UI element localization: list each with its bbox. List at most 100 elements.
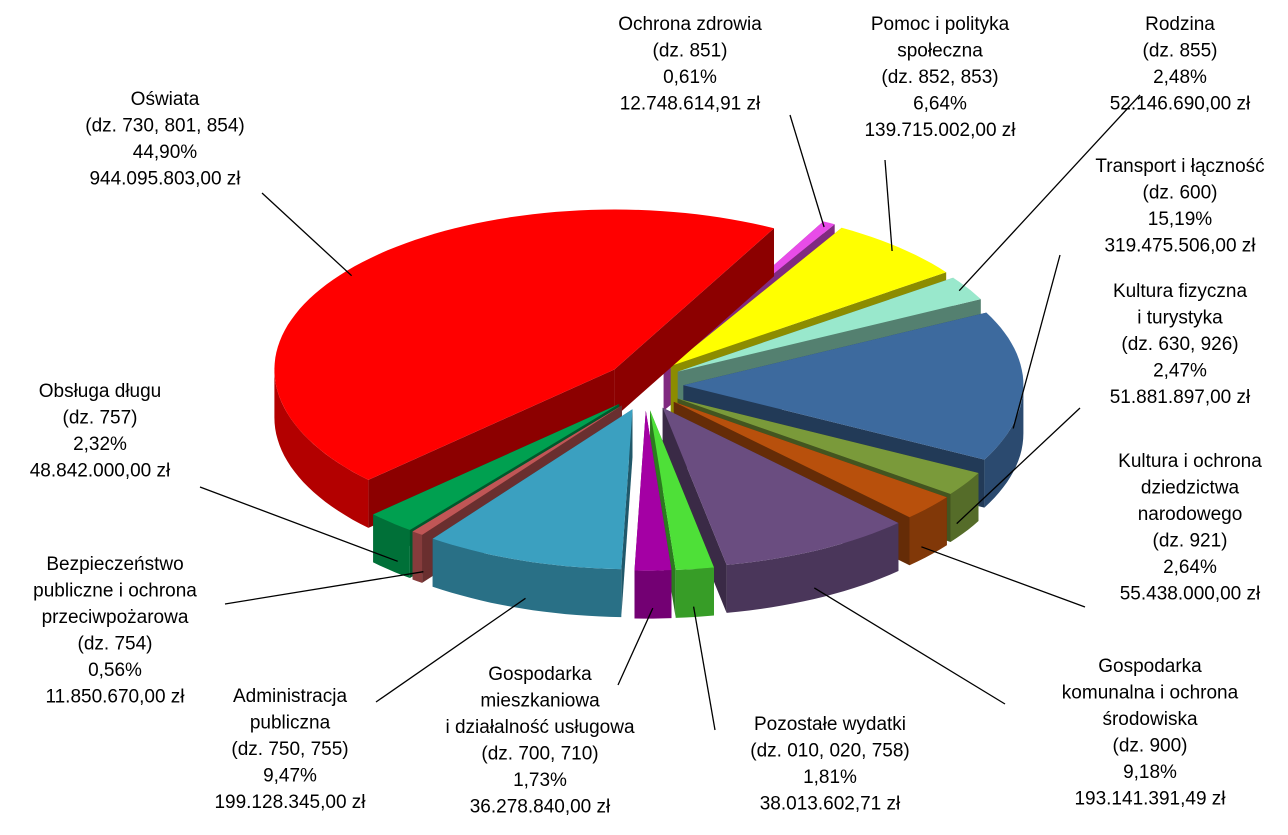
value-label: 6,64% [913, 94, 967, 115]
slice [673, 401, 947, 518]
slice [677, 398, 979, 494]
category-line: mieszkaniowa [480, 691, 600, 712]
leader-line [1012, 254, 1061, 429]
code-label: (dz. 855) [1143, 41, 1218, 62]
category-label: Bezpieczeństwo publiczne i ochrona przeciw… [33, 554, 197, 628]
slice-wall [634, 570, 672, 619]
category-line: i turystyka [1137, 308, 1223, 329]
amount-label: 199.128.345,00 zł [214, 792, 366, 813]
slice [432, 409, 633, 618]
category-line: Gospodarka [488, 664, 592, 685]
category-line: i działalność usługowa [445, 717, 634, 738]
slice-side [621, 409, 633, 618]
amount-label: 193.141.391,49 zł [1074, 789, 1226, 810]
value-label: 1,73% [513, 770, 567, 791]
category-line: Rodzina [1145, 14, 1215, 35]
category-line: Kultura fizyczna [1113, 281, 1248, 302]
value-label: 2,47% [1153, 361, 1207, 382]
slice [634, 410, 672, 619]
code-label: (dz. 921) [1153, 531, 1228, 552]
code-label: (dz. 010, 020, 758) [750, 741, 910, 762]
slice [662, 407, 899, 613]
category-label: Gospodarka mieszkaniowa i działalność usłu… [445, 664, 634, 738]
amount-label: 48.842.000,00 zł [30, 461, 171, 482]
slice [650, 410, 714, 570]
category-line: Obsługa długu [39, 381, 162, 402]
value-label: 9,18% [1123, 762, 1177, 783]
amount-label: 944.095.803,00 zł [89, 169, 241, 190]
category-label: Rodzina [1145, 14, 1215, 35]
value-label: 1,81% [803, 767, 857, 788]
code-label: (dz. 750, 755) [231, 739, 348, 760]
value-label: 15,19% [1148, 209, 1213, 230]
amount-label: 51.881.897,00 zł [1110, 387, 1251, 408]
category-line: środowiska [1102, 709, 1197, 730]
slice [274, 209, 774, 480]
slice [432, 409, 633, 570]
value-label: 0,56% [88, 660, 142, 681]
leader-line [884, 159, 893, 252]
category-line: komunalna i ochrona [1062, 683, 1239, 704]
slice-wall [373, 514, 410, 578]
amount-label: 139.715.002,00 zł [864, 120, 1016, 141]
category-line: społeczna [897, 41, 983, 62]
category-label: Administracja publiczna [233, 686, 347, 734]
category-label: Transport i łączność [1095, 156, 1264, 177]
code-label: (dz. 852, 853) [881, 67, 998, 88]
amount-label: 11.850.670,00 zł [45, 687, 185, 708]
slice [634, 410, 672, 571]
leader-line [199, 486, 398, 562]
category-line: Kultura i ochrona [1118, 451, 1262, 472]
leader-line [813, 587, 1006, 705]
value-label: 0,61% [663, 67, 717, 88]
category-label: Oświata [131, 89, 200, 110]
category-label: Pozostałe wydatki [754, 714, 906, 735]
category-line: Bezpieczeństwo [46, 554, 183, 575]
category-label: Obsługa długu [39, 381, 162, 402]
leader-line [692, 606, 716, 731]
category-line: Transport i łączność [1095, 156, 1264, 177]
slice [274, 209, 774, 528]
code-label: (dz. 757) [63, 408, 138, 429]
slice-wall [726, 523, 899, 613]
leader-line [921, 546, 1086, 608]
amount-label: 12.748.614,91 zł [620, 94, 761, 115]
category-line: przeciwpożarowa [42, 607, 189, 628]
amount-label: 36.278.840,00 zł [470, 797, 611, 818]
slice [412, 405, 622, 535]
leader-line [789, 114, 825, 228]
category-line: narodowego [1138, 504, 1243, 525]
leader-line [375, 597, 526, 703]
amount-label: 55.438.000,00 zł [1120, 584, 1261, 605]
category-label: Kultura fizyczna i turystyka [1113, 281, 1248, 329]
slice [662, 407, 899, 565]
category-label: Ochrona zdrowia [618, 14, 762, 35]
amount-label: 38.013.602,71 zł [760, 794, 901, 815]
value-label: 44,90% [133, 142, 198, 163]
slice-side [368, 369, 615, 528]
value-label: 2,48% [1153, 67, 1207, 88]
category-label: Kultura i ochrona dziedzictwa narodowego [1118, 451, 1262, 525]
code-label: (dz. 730, 801, 854) [85, 116, 245, 137]
category-line: dziedzictwa [1141, 478, 1240, 499]
code-label: (dz. 754) [78, 634, 153, 655]
category-line: publiczne i ochrona [33, 581, 197, 602]
code-label: (dz. 630, 926) [1121, 334, 1238, 355]
category-line: Ochrona zdrowia [618, 14, 762, 35]
amount-label: 52.146.690,00 zł [1110, 94, 1251, 115]
slice-wall [432, 538, 622, 618]
slice-wall [675, 567, 714, 618]
code-label: (dz. 600) [1143, 183, 1218, 204]
category-line: Pomoc i polityka [871, 14, 1010, 35]
slice-wall [950, 473, 979, 542]
category-line: Administracja [233, 686, 347, 707]
value-label: 9,47% [263, 766, 317, 787]
code-label: (dz. 851) [653, 41, 728, 62]
category-label: Pomoc i polityka społeczna [871, 14, 1010, 62]
category-line: Gospodarka [1098, 656, 1202, 677]
slice-side [614, 228, 774, 418]
slice-wall [274, 369, 369, 528]
slice-wall [909, 497, 947, 566]
category-line: Pozostałe wydatki [754, 714, 906, 735]
slice [677, 277, 981, 372]
